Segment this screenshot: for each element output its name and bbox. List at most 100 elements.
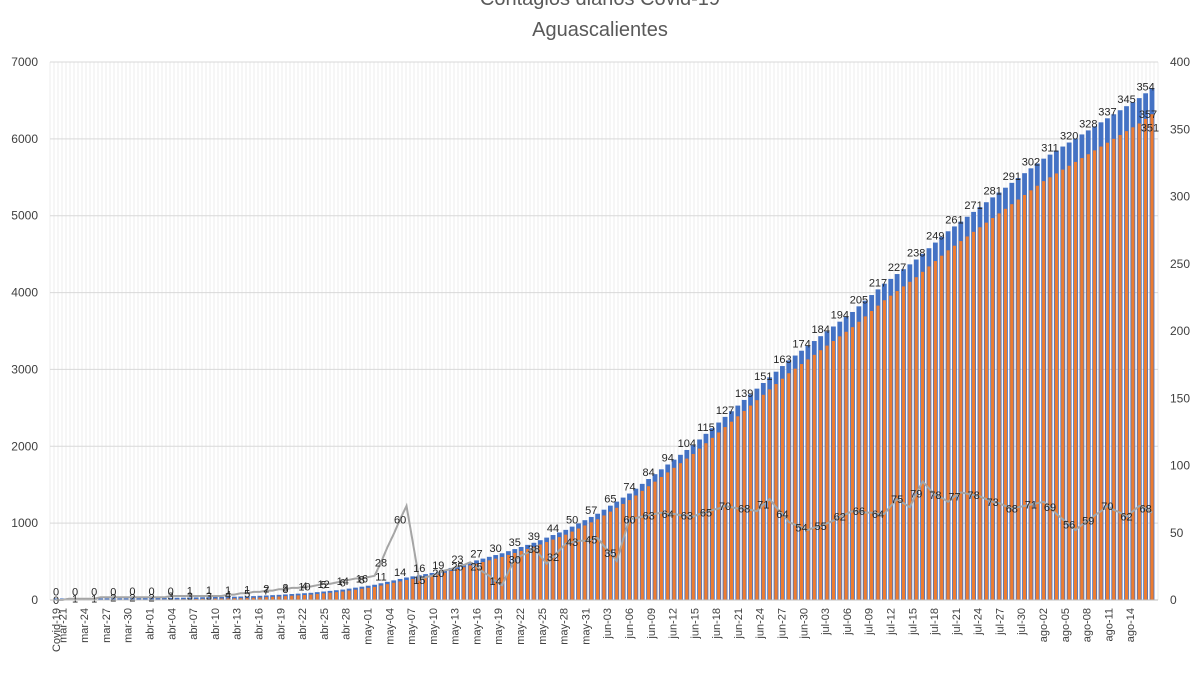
- bar-confirmed: [161, 597, 167, 600]
- line-daily: [56, 479, 1153, 601]
- bar-cumulative: [264, 597, 268, 600]
- x-tick-label: jul-09: [864, 608, 876, 636]
- bar-cumulative: [1003, 208, 1008, 600]
- data-label-daily: 38: [528, 544, 540, 556]
- bar-cumulative: [564, 534, 568, 600]
- bar-cumulative: [398, 581, 402, 600]
- data-label-daily: 70: [719, 501, 731, 513]
- bar-cumulative: [895, 291, 899, 600]
- data-label-daily: 60: [623, 514, 635, 526]
- data-label-daily: 56: [1063, 520, 1075, 532]
- bar-cumulative: [850, 327, 855, 600]
- bar-confirmed: [212, 597, 218, 600]
- y-left-tick-label: 2000: [11, 439, 38, 453]
- x-tick-label: abr-10: [210, 608, 222, 640]
- bar-cumulative: [819, 350, 823, 600]
- bar-cumulative: [570, 531, 574, 600]
- y-right-tick-label: 200: [1170, 324, 1190, 338]
- data-label-daily: 14: [490, 576, 502, 588]
- data-label-daily: 63: [642, 510, 654, 522]
- bar-confirmed: [117, 598, 123, 600]
- bar-cumulative: [959, 241, 963, 600]
- y-left-tick-label: 7000: [11, 55, 38, 69]
- x-tick-label: may-19: [493, 608, 505, 645]
- bar-cumulative: [710, 437, 714, 600]
- data-label-daily: 64: [872, 509, 884, 521]
- data-label-cumulative: 39: [528, 531, 540, 543]
- bar-cumulative: [341, 591, 345, 600]
- bar-cumulative: [1137, 123, 1141, 600]
- bar-cumulative: [965, 236, 969, 601]
- data-label-top: 351: [1141, 122, 1159, 134]
- data-label-cumulative: 320: [1060, 131, 1078, 143]
- x-tick-label: abr-22: [297, 608, 309, 640]
- bar-cumulative: [525, 548, 530, 600]
- chart-subtitle: Aguascalientes: [532, 19, 668, 41]
- bar-cumulative: [423, 576, 428, 600]
- data-label-daily: 70: [1101, 501, 1113, 513]
- bar-confirmed: [200, 597, 205, 600]
- bar-cumulative: [602, 515, 606, 600]
- bar-cumulative: [723, 427, 727, 600]
- bar-cumulative: [952, 245, 957, 600]
- data-label-cumulative: 0: [110, 586, 116, 598]
- data-label-cumulative: 57: [585, 505, 597, 517]
- bar-confirmed: [123, 598, 129, 600]
- bar-cumulative: [914, 277, 918, 600]
- bar-cumulative: [857, 321, 861, 600]
- bar-cumulative: [596, 519, 600, 600]
- bar-cumulative: [921, 271, 925, 600]
- bar-cumulative: [640, 490, 644, 600]
- x-tick-label: jul-30: [1016, 608, 1028, 636]
- bar-cumulative: [1105, 142, 1109, 600]
- bar-cumulative: [404, 580, 409, 600]
- x-tick-label: jul-21: [951, 608, 963, 636]
- data-label-daily: 68: [1140, 504, 1152, 516]
- data-label-daily: 43: [566, 537, 578, 549]
- x-tick-label: jun-30: [798, 608, 810, 640]
- data-label-cumulative: 1: [225, 585, 231, 597]
- data-label-daily: 55: [815, 521, 827, 533]
- data-label-daily: 54: [795, 522, 807, 534]
- data-label-daily: 3: [187, 591, 193, 603]
- data-label-cumulative: 127: [716, 405, 734, 417]
- data-label-cumulative: 0: [129, 586, 135, 598]
- bar-cumulative: [474, 563, 479, 600]
- x-tick-label: jun-27: [777, 608, 789, 640]
- bar-cumulative: [647, 486, 651, 600]
- chart-title: Contagios diarios Covid-19: [0, 0, 1200, 11]
- y-right-tick-label: 0: [1170, 593, 1177, 607]
- data-label-daily: 16: [356, 573, 368, 585]
- data-label-daily: 69: [1044, 502, 1056, 514]
- x-tick-label: jul-06: [842, 608, 854, 636]
- data-label-cumulative: 281: [984, 185, 1002, 197]
- bar-cumulative: [200, 598, 205, 600]
- data-label-cumulative: 354: [1136, 81, 1154, 93]
- bar-cumulative: [1086, 154, 1090, 600]
- bar-cumulative: [379, 585, 383, 600]
- bar-confirmed: [174, 597, 180, 600]
- data-label-cumulative: 328: [1079, 118, 1097, 130]
- x-tick-label: may-28: [559, 608, 571, 645]
- bar-cumulative: [468, 565, 472, 600]
- x-tick-label: jul-03: [820, 608, 832, 636]
- x-tick-label: may-25: [537, 608, 549, 645]
- x-tick-label: jun-18: [711, 608, 723, 640]
- bar-cumulative: [1124, 131, 1129, 600]
- x-tick-label: jul-27: [994, 608, 1006, 636]
- bar-cumulative: [870, 311, 874, 600]
- data-label-cumulative: 94: [662, 453, 674, 465]
- bar-confirmed: [110, 598, 116, 600]
- bar-cumulative: [494, 558, 498, 600]
- data-label-daily: 65: [700, 508, 712, 520]
- data-label-cumulative: 65: [604, 494, 616, 506]
- bar-cumulative: [799, 364, 804, 600]
- bar-cumulative: [1016, 199, 1020, 600]
- x-tick-label: jul-24: [973, 608, 985, 636]
- bar-cumulative: [334, 592, 338, 600]
- bar-cumulative: [583, 525, 587, 600]
- data-label-daily: 68: [738, 504, 750, 516]
- y-left-tick-label: 0: [31, 593, 38, 607]
- x-tick-label: may-10: [428, 608, 440, 645]
- data-label-cumulative: 139: [735, 388, 753, 400]
